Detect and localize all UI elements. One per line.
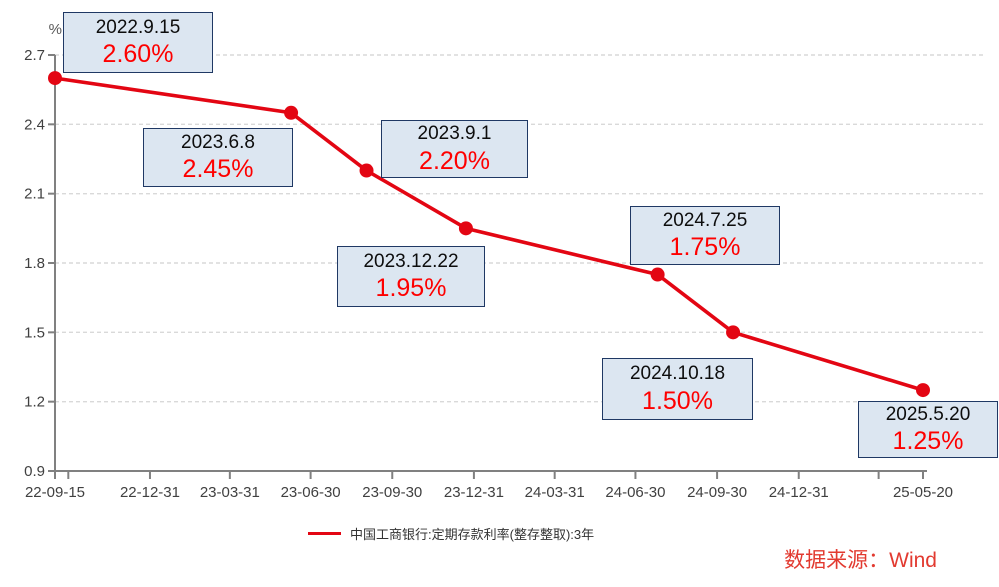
y-tick-label: 1.8	[24, 255, 45, 272]
y-axis-unit-label: %	[49, 21, 62, 38]
data-point-marker	[726, 325, 741, 340]
annotation-value: 1.50%	[642, 386, 713, 415]
y-tick-label: 2.1	[24, 186, 45, 203]
annotation-box: 2024.10.18 1.50%	[602, 358, 753, 420]
data-point-marker	[916, 383, 930, 398]
data-point-marker	[650, 267, 665, 282]
data-point-marker	[48, 71, 62, 86]
y-tick-label: 1.5	[24, 324, 45, 341]
annotation-box: 2023.6.8 2.45%	[143, 128, 293, 187]
annotation-value: 1.25%	[892, 427, 964, 456]
x-tick-label: 24-03-31	[525, 484, 585, 501]
data-point-marker	[458, 221, 473, 236]
annotation-date: 2023.12.22	[363, 250, 459, 272]
annotation-box: 2024.7.25 1.75%	[630, 206, 780, 265]
data-point-marker	[284, 105, 299, 120]
annotation-value: 1.95%	[375, 274, 447, 303]
annotation-value: 1.75%	[669, 233, 741, 262]
x-tick-label: 24-09-30	[687, 484, 747, 501]
annotation-date: 2024.7.25	[662, 209, 748, 231]
y-tick-label: 0.9	[24, 463, 45, 480]
annotation-date: 2023.9.1	[417, 123, 492, 145]
annotation-box: 2023.9.1 2.20%	[381, 120, 528, 178]
chart-legend: 中国工商银行:定期存款利率(整存整取):3年	[308, 524, 594, 543]
data-point-marker	[359, 163, 374, 178]
annotation-box: 2025.5.20 1.25%	[858, 401, 998, 458]
x-tick-label: 22-09-15	[25, 484, 85, 501]
x-tick-label: 24-12-31	[769, 484, 829, 501]
y-tick-label: 1.2	[24, 394, 45, 411]
x-tick-label: 23-06-30	[281, 484, 341, 501]
y-tick-label: 2.7	[24, 47, 45, 64]
annotation-date: 2025.5.20	[885, 403, 971, 425]
legend-series-label: 中国工商银行:定期存款利率(整存整取):3年	[350, 527, 595, 542]
annotation-date: 2023.6.8	[181, 131, 255, 153]
annotation-box: 2023.12.22 1.95%	[337, 246, 485, 307]
x-tick-label: 23-09-30	[362, 484, 422, 501]
x-tick-label: 24-06-30	[605, 484, 665, 501]
annotation-value: 2.45%	[182, 155, 254, 184]
annotation-box: 2022.9.15 2.60%	[63, 12, 213, 73]
annotation-value: 2.20%	[419, 146, 490, 175]
annotation-date: 2022.9.15	[95, 16, 181, 38]
x-tick-label: 25-05-20	[893, 484, 953, 501]
y-tick-label: 2.4	[24, 116, 45, 133]
x-tick-label: 22-12-31	[120, 484, 180, 501]
x-tick-label: 23-03-31	[200, 484, 260, 501]
annotation-value: 2.60%	[102, 40, 174, 69]
x-tick-label: 23-12-31	[444, 484, 504, 501]
annotation-date: 2024.10.18	[629, 363, 726, 385]
legend-line-swatch	[308, 531, 341, 536]
data-source-note: 数据来源：Wind	[784, 549, 937, 572]
